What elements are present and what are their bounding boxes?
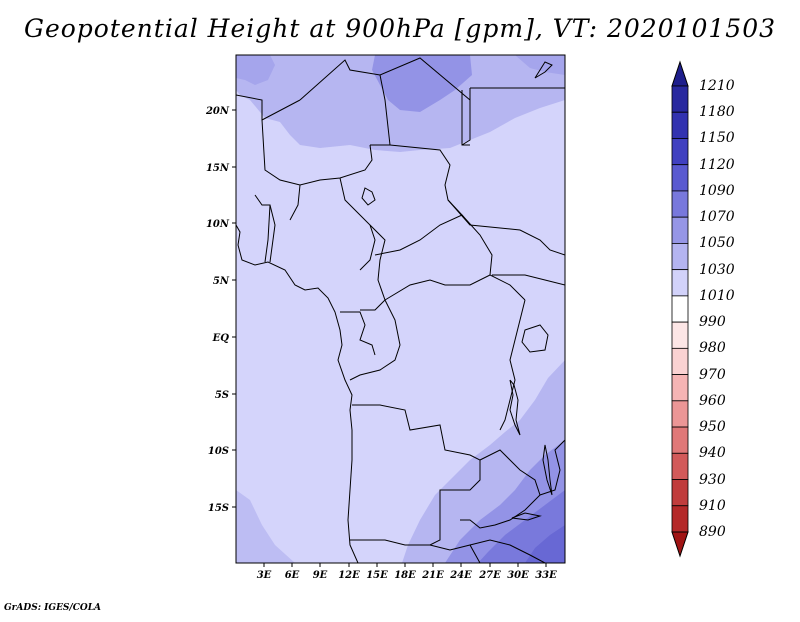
lake-tanganyika bbox=[509, 379, 521, 436]
lon-label-18e: 18E bbox=[394, 570, 416, 581]
colorbar-label: 1070 bbox=[699, 209, 735, 226]
border-zimbabwe bbox=[469, 539, 546, 563]
colorbar-segment bbox=[671, 452, 689, 480]
lat-label-10n: 10N bbox=[206, 219, 230, 230]
colorbar-top-arrow bbox=[671, 60, 689, 87]
map-frame bbox=[235, 54, 566, 564]
colorbar-segment bbox=[671, 190, 689, 218]
lon-label-6e: 6E bbox=[285, 570, 300, 581]
lon-label-30e: 30E bbox=[507, 570, 529, 581]
colorbar-label: 1090 bbox=[699, 182, 735, 199]
border-angola bbox=[350, 404, 481, 546]
colorbar-label: 1030 bbox=[699, 261, 735, 278]
colorbar-segment bbox=[671, 85, 689, 113]
border-mali-niger bbox=[261, 119, 373, 186]
colorbar-segment bbox=[671, 216, 689, 244]
lon-label-27e: 27E bbox=[478, 570, 501, 581]
lake-kariba bbox=[511, 512, 542, 521]
colorbar-segment bbox=[671, 295, 689, 323]
lon-label-21e: 21E bbox=[421, 570, 444, 581]
border-congo-drc bbox=[349, 274, 491, 381]
colorbar-label: 1150 bbox=[699, 130, 735, 147]
lat-label-5s: 5S bbox=[215, 390, 229, 401]
lat-label-5n: 5N bbox=[213, 276, 230, 287]
lat-axis: 20N 15N 10N 5N EQ 5S 10S 15S bbox=[205, 106, 236, 514]
colorbar-label: 1050 bbox=[699, 235, 735, 252]
colorbar-label: 940 bbox=[699, 445, 726, 462]
footer-credit: GrADS: IGES/COLA bbox=[4, 603, 102, 613]
lon-label-3e: 3E bbox=[257, 570, 272, 581]
colorbar-segment bbox=[671, 269, 689, 297]
field-north-1050 bbox=[372, 55, 472, 112]
lon-label-33e: 33E bbox=[535, 570, 557, 581]
colorbar-segment bbox=[671, 321, 689, 349]
colorbar-segment bbox=[671, 164, 689, 192]
colorbar-label: 970 bbox=[699, 366, 726, 383]
field-northeast-1050 bbox=[515, 55, 565, 75]
colorbar-segment bbox=[671, 111, 689, 139]
lon-label-24e: 24E bbox=[449, 570, 472, 581]
lon-label-9e: 9E bbox=[313, 570, 328, 581]
lat-label-15n: 15N bbox=[206, 163, 230, 174]
colorbar-label: 990 bbox=[699, 314, 726, 331]
colorbar-label: 1120 bbox=[699, 156, 735, 173]
border-chad bbox=[370, 144, 471, 226]
field-northwest-1050 bbox=[236, 55, 275, 85]
border-north-2 bbox=[236, 94, 301, 121]
border-sudan bbox=[447, 199, 565, 256]
border-cameroon bbox=[360, 224, 386, 311]
colorbar-segment bbox=[671, 243, 689, 271]
colorbar-segment bbox=[671, 400, 689, 428]
border-drc-east bbox=[499, 299, 526, 431]
border-south-sudan bbox=[492, 274, 565, 286]
colorbar-label: 1210 bbox=[699, 78, 735, 94]
lake-chad bbox=[361, 187, 376, 206]
lat-label-15s: 15S bbox=[208, 503, 229, 514]
height-field bbox=[236, 55, 565, 563]
colorbar-label: 960 bbox=[699, 392, 726, 409]
border-gabon bbox=[340, 311, 376, 356]
border-botswana bbox=[429, 544, 481, 563]
border-egypt bbox=[461, 88, 471, 146]
lon-label-15e: 15E bbox=[366, 570, 388, 581]
colorbar-label: 910 bbox=[699, 497, 726, 514]
lake-victoria bbox=[521, 324, 549, 353]
border-mozambique bbox=[539, 439, 565, 496]
lake-malawi bbox=[542, 444, 553, 496]
lat-label-20n: 20N bbox=[205, 106, 230, 117]
lon-axis: 3E 6E 9E 12E 15E 18E 21E 24E 27E 30E 33E bbox=[257, 563, 557, 581]
colorbar-label: 980 bbox=[699, 340, 726, 357]
lat-label-eq: EQ bbox=[212, 333, 230, 344]
border-north-1 bbox=[299, 57, 471, 101]
colorbar-label: 1010 bbox=[699, 287, 735, 304]
colorbar-segment bbox=[671, 426, 689, 454]
colorbar bbox=[671, 60, 689, 558]
colorbar-label: 930 bbox=[699, 471, 726, 488]
field-south-1090 bbox=[525, 525, 565, 563]
colorbar-segment bbox=[671, 505, 689, 533]
border-zambia bbox=[460, 449, 541, 529]
colorbar-label: 950 bbox=[699, 419, 726, 436]
colorbar-label: 890 bbox=[699, 524, 726, 540]
border-benin bbox=[254, 194, 271, 263]
colorbar-segment bbox=[671, 374, 689, 402]
field-southwest-1030 bbox=[236, 490, 295, 563]
colorbar-segment bbox=[671, 479, 689, 507]
boundaries bbox=[236, 57, 565, 563]
colorbar-bottom-arrow bbox=[671, 531, 689, 558]
colorbar-segment bbox=[671, 347, 689, 375]
border-north-3 bbox=[379, 74, 391, 146]
colorbar-segment bbox=[671, 138, 689, 166]
lon-label-12e: 12E bbox=[338, 570, 360, 581]
colorbar-label: 1180 bbox=[699, 104, 735, 121]
coastline-west-africa bbox=[236, 224, 359, 563]
map-title: Geopotential Height at 900hPa [gpm], VT:… bbox=[23, 14, 777, 43]
coast-red-sea bbox=[534, 61, 553, 79]
lat-label-10s: 10S bbox=[208, 446, 229, 457]
